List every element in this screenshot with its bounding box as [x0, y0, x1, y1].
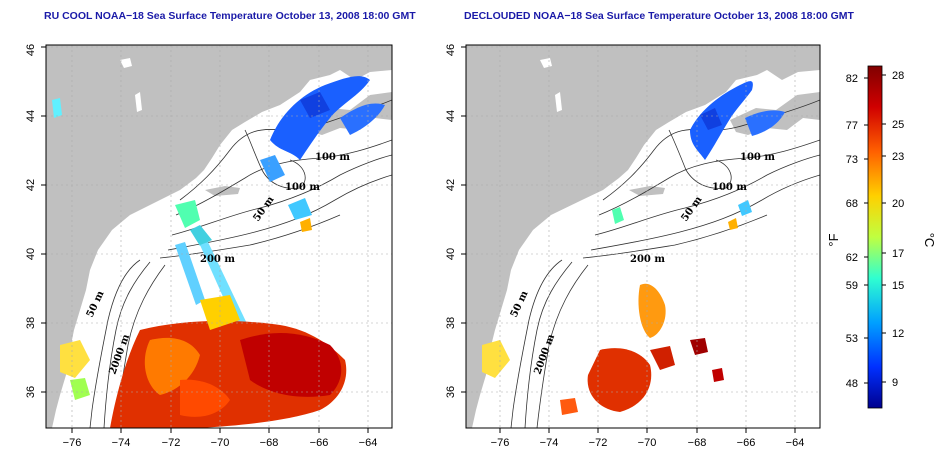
y-tick-label: 38 — [25, 317, 37, 329]
x-tick-label: −74 — [112, 437, 131, 449]
fahrenheit-tick: 68 — [846, 198, 858, 210]
x-tick-label: −64 — [786, 437, 805, 449]
grid-lines-left — [46, 45, 392, 428]
x-tick-label: −74 — [540, 437, 559, 449]
fahrenheit-axis-label: °F — [826, 233, 841, 246]
celsius-tick: 28 — [892, 70, 904, 82]
fahrenheit-tick: 62 — [846, 252, 858, 264]
right-map-panel: 100 m 100 m 50 m 200 m 50 m 2000 m −76 −… — [445, 44, 821, 449]
celsius-tick: 17 — [892, 248, 904, 260]
sst-data-right — [482, 81, 785, 415]
contour-label: 100 m — [315, 152, 350, 163]
celsius-tick: 25 — [892, 119, 904, 131]
y-tick-label: 46 — [25, 44, 37, 56]
colorbar-gradient — [867, 65, 883, 409]
celsius-tick: 12 — [892, 328, 904, 340]
contour-label: 200 m — [630, 254, 665, 265]
x-tick-label: −72 — [162, 437, 181, 449]
y-tick-label: 42 — [25, 179, 37, 191]
left-map-title: RU COOL NOAA−18 Sea Surface Temperature … — [44, 10, 416, 22]
fahrenheit-tick: 59 — [846, 280, 858, 292]
y-tick-label: 44 — [25, 110, 37, 122]
contour-label: 100 m — [740, 152, 775, 163]
fahrenheit-tick: 82 — [846, 73, 858, 85]
fahrenheit-tick: 48 — [846, 378, 858, 390]
celsius-axis-label: °C — [922, 233, 937, 248]
fahrenheit-tick: 73 — [846, 154, 858, 166]
x-tick-label: −76 — [491, 437, 510, 449]
right-map-title: DECLOUDED NOAA−18 Sea Surface Temperatur… — [464, 10, 854, 22]
land-mass — [466, 45, 820, 428]
y-tick-label: 40 — [445, 248, 457, 260]
y-tick-label: 40 — [25, 248, 37, 260]
y-tick-label: 36 — [25, 386, 37, 398]
x-tick-label: −66 — [737, 437, 756, 449]
y-tick-label: 36 — [445, 386, 457, 398]
temperature-colorbar: 82 77 73 68 62 59 53 48 28 25 23 20 17 1… — [826, 65, 937, 409]
y-tick-label: 42 — [445, 179, 457, 191]
celsius-tick: 15 — [892, 280, 904, 292]
celsius-tick: 20 — [892, 198, 904, 210]
contour-label: 100 m — [285, 182, 320, 193]
fahrenheit-tick: 53 — [846, 333, 858, 345]
land-mass — [46, 45, 392, 428]
x-tick-label: −70 — [211, 437, 230, 449]
grid-lines-right — [466, 45, 820, 428]
x-tick-label: −72 — [589, 437, 608, 449]
contour-label: 200 m — [200, 254, 235, 265]
right-map-frame — [465, 44, 821, 429]
sst-data-left — [52, 76, 385, 428]
y-tick-label: 44 — [445, 110, 457, 122]
celsius-tick: 9 — [892, 377, 898, 389]
x-tick-label: −68 — [260, 437, 279, 449]
contour-label: 100 m — [712, 182, 747, 193]
x-tick-label: −64 — [359, 437, 378, 449]
left-map-panel: 100 m 100 m 50 m 200 m 50 m 2000 m −76 −… — [25, 44, 393, 449]
celsius-tick: 23 — [892, 151, 904, 163]
x-tick-label: −70 — [638, 437, 657, 449]
x-tick-label: −68 — [688, 437, 707, 449]
left-map-frame — [45, 44, 393, 429]
fahrenheit-tick: 77 — [846, 120, 858, 132]
y-tick-label: 38 — [445, 317, 457, 329]
y-tick-label: 46 — [445, 44, 457, 56]
x-tick-label: −66 — [310, 437, 329, 449]
x-tick-label: −76 — [63, 437, 82, 449]
